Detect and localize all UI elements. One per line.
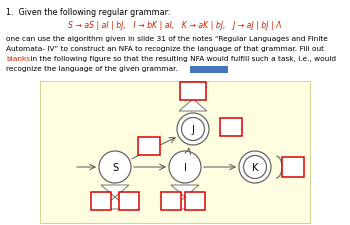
Text: blanks: blanks — [6, 56, 30, 62]
Text: 1.  Given the following regular grammar:: 1. Given the following regular grammar: — [6, 8, 170, 17]
Polygon shape — [179, 99, 207, 112]
Bar — [190, 67, 228, 74]
Text: recognize the language of the given grammar.: recognize the language of the given gram… — [6, 66, 178, 72]
Circle shape — [182, 118, 204, 141]
Bar — [138, 137, 160, 155]
Polygon shape — [171, 197, 199, 209]
Text: I: I — [183, 162, 187, 172]
Bar — [91, 192, 111, 210]
FancyBboxPatch shape — [40, 82, 310, 223]
Bar — [180, 83, 206, 101]
Bar — [119, 192, 139, 210]
Circle shape — [99, 151, 131, 183]
Circle shape — [244, 156, 266, 179]
Text: J: J — [191, 124, 195, 134]
Bar — [282, 157, 304, 177]
Polygon shape — [101, 185, 129, 197]
Bar — [185, 192, 205, 210]
Polygon shape — [101, 197, 129, 209]
Circle shape — [169, 151, 201, 183]
Text: in the following figure so that the resulting NFA would fulfill such a task, i.e: in the following figure so that the resu… — [28, 56, 336, 62]
Text: Automata- IV” to construct an NFA to recognize the language of that grammar. Fil: Automata- IV” to construct an NFA to rec… — [6, 46, 324, 52]
Bar — [220, 119, 242, 136]
Bar — [161, 192, 181, 210]
Text: S → aS | aI | bJ,   I → bK | aI,   K → aK | bJ,   J → aJ | bJ | Λ: S → aS | aI | bJ, I → bK | aI, K → aK | … — [68, 21, 282, 30]
Polygon shape — [171, 185, 199, 197]
Polygon shape — [179, 88, 207, 99]
Text: K: K — [252, 162, 258, 172]
Text: one can use the algorithm given in slide 31 of the notes “Regular Languages and : one can use the algorithm given in slide… — [6, 36, 328, 42]
Circle shape — [177, 113, 209, 145]
Text: S: S — [112, 162, 118, 172]
Circle shape — [239, 151, 271, 183]
